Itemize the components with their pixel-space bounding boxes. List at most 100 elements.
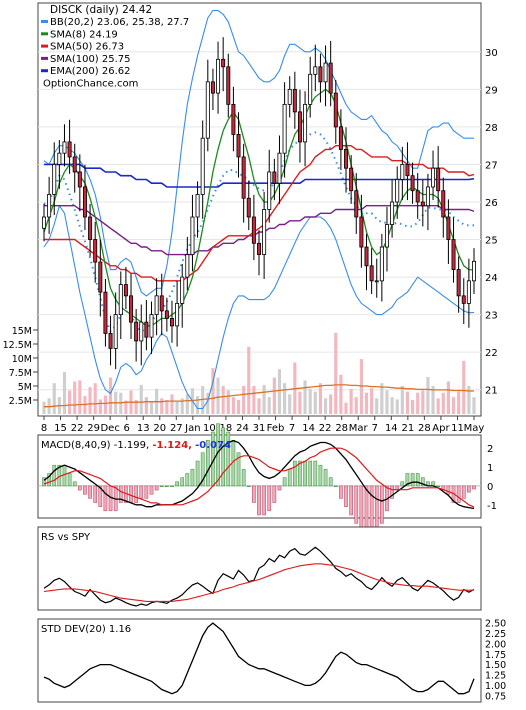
macd-histogram-bar xyxy=(139,485,144,499)
macd-histogram-bar xyxy=(277,485,282,491)
x-tick-label: 8 xyxy=(41,423,47,434)
volume-y-tick-label: 5M xyxy=(18,382,32,393)
candle-up xyxy=(384,224,389,248)
macd-y-tick-label: 0 xyxy=(487,482,493,493)
volume-bar xyxy=(334,332,338,414)
volume-bar xyxy=(457,391,461,414)
macd-histogram-bar xyxy=(144,485,149,499)
std-y-tick-label: 1.50 xyxy=(485,660,506,671)
candle-up xyxy=(42,216,46,229)
macd-histogram-bar xyxy=(241,469,246,487)
volume-bar xyxy=(211,368,215,414)
candle-down xyxy=(328,62,333,94)
legend-label: SMA(8) 24.19 xyxy=(50,29,118,40)
x-tick-label: 28 xyxy=(335,423,348,434)
macd-histogram-bar xyxy=(226,431,231,487)
candle-up xyxy=(216,58,221,94)
candle-up xyxy=(62,141,67,154)
std-dev-line xyxy=(43,622,475,695)
price-y-tick-label: 22 xyxy=(485,348,498,359)
macd-histogram-bar xyxy=(170,485,174,487)
macd-histogram-bar xyxy=(159,485,164,487)
x-tick-label: 27 xyxy=(170,423,183,434)
volume-y-tick-label: 12.5M xyxy=(3,340,32,351)
macd-y-tick-label: 2 xyxy=(487,444,493,455)
volume-bar xyxy=(462,360,466,414)
volume-bar xyxy=(375,398,379,414)
macd-histogram-bar xyxy=(308,460,313,487)
volume-bar xyxy=(344,402,348,414)
macd-histogram-bar xyxy=(200,452,205,487)
std-series xyxy=(43,622,475,695)
price-y-tick-label: 21 xyxy=(485,386,498,397)
candle-down xyxy=(344,149,349,169)
volume-bar xyxy=(52,383,56,414)
candle-up xyxy=(185,254,190,278)
volume-bar xyxy=(446,381,450,414)
std-y-tick-label: 1.75 xyxy=(485,650,506,661)
candle-down xyxy=(226,66,231,105)
candle-down xyxy=(446,216,451,240)
candle-down xyxy=(98,261,103,293)
candle-down xyxy=(88,216,93,240)
candle-down xyxy=(456,269,461,297)
candle-down xyxy=(93,239,98,263)
candle-down xyxy=(103,291,108,334)
candle-down xyxy=(292,88,297,113)
x-tick-label: 14 xyxy=(385,423,398,434)
candle-down xyxy=(210,81,215,94)
macd-histogram-bar xyxy=(328,477,333,487)
volume-bar xyxy=(329,394,333,414)
macd-histogram-bar xyxy=(405,473,410,487)
candle-down xyxy=(236,134,241,158)
macd-histogram-bar xyxy=(436,485,441,487)
macd-histogram-bar xyxy=(446,485,451,495)
price-y-tick-label: 25 xyxy=(485,236,498,247)
candle-up xyxy=(180,276,185,304)
chart-title: DISCK (daily) 24.42 xyxy=(50,4,152,16)
candle-down xyxy=(134,321,139,342)
volume-y-tick-label: 7.5M xyxy=(9,368,32,379)
volume-bar xyxy=(93,383,97,414)
candle-up xyxy=(431,167,436,188)
candle-down xyxy=(441,190,446,218)
macd-histogram-bar xyxy=(257,485,261,516)
x-tick-label: 13 xyxy=(137,423,150,434)
volume-bar xyxy=(390,397,394,414)
std-y-tick-label: 1.25 xyxy=(485,671,506,682)
legend-label: SMA(50) 26.73 xyxy=(50,42,124,53)
candle-down xyxy=(129,295,134,323)
volume-bars xyxy=(42,332,476,414)
volume-bar xyxy=(283,383,287,414)
macd-histogram-bar xyxy=(190,469,195,487)
volume-bar xyxy=(370,388,374,414)
volume-bar xyxy=(226,390,230,414)
macd-histogram-bar xyxy=(236,452,241,487)
volume-bar xyxy=(252,386,256,414)
candle-down xyxy=(451,239,456,270)
volume-bar xyxy=(170,394,174,414)
candle-down xyxy=(364,246,369,267)
candle-up xyxy=(262,209,267,255)
price-y-tick-label: 24 xyxy=(485,273,498,284)
candle-down xyxy=(318,66,323,83)
volume-bar xyxy=(144,397,148,414)
date-x-ticks: 8 15 22 29 Dec 6 13 20 27 Jan 10 18 24 31 Feb 7 14 22 28 Ma… xyxy=(41,416,484,434)
macd-histogram-bar xyxy=(42,477,46,487)
candle-down xyxy=(123,284,128,297)
macd-histogram-bar xyxy=(272,485,277,503)
candle-up xyxy=(205,81,210,139)
macd-histogram-bar xyxy=(88,485,92,499)
legend-label: BB(20,2) 23.06, 25.38, 27.7 xyxy=(50,17,189,28)
x-tick-label: 15 xyxy=(54,423,67,434)
macd-y-tick-label: -1 xyxy=(487,501,497,512)
watermark: OptionChance.com xyxy=(43,79,138,90)
legend: DISCK (daily) 24.42 BB(20,2) 23.06, 25.3… xyxy=(41,4,189,90)
candle-down xyxy=(144,321,149,338)
volume-bar xyxy=(313,391,317,414)
candle-up xyxy=(277,152,282,184)
candle-down xyxy=(349,167,354,192)
price-panel: 21 22 23 24 25 26 27 28 29 30 2.5M 5M 7.5M 10M 12.5M 1… xyxy=(3,2,498,434)
macd-histogram-bar xyxy=(252,485,256,503)
candle-up xyxy=(57,152,62,165)
